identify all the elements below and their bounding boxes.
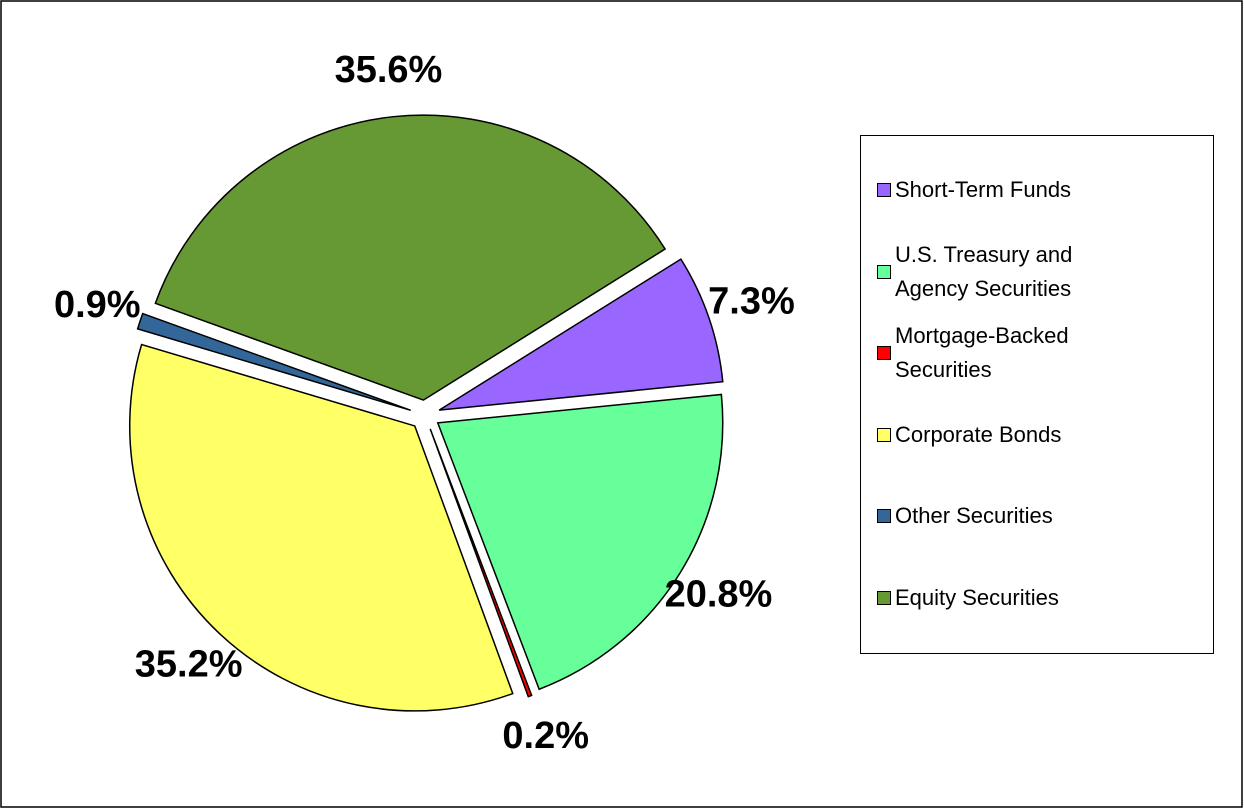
legend-label: Equity Securities bbox=[895, 584, 1059, 610]
legend-label: Mortgage-Backed Securities bbox=[895, 323, 1069, 382]
data-label: 7.3% bbox=[708, 281, 795, 323]
legend-item: Corporate Bonds bbox=[877, 395, 1197, 475]
pie-slice bbox=[436, 393, 724, 691]
data-label: 0.9% bbox=[54, 284, 141, 326]
legend-label: Corporate Bonds bbox=[895, 421, 1062, 447]
legend-item: Short-Term Funds bbox=[877, 150, 1197, 230]
legend: Short-Term Funds U.S. Treasury and Agency… bbox=[860, 135, 1214, 654]
data-label: 0.2% bbox=[502, 715, 589, 757]
legend-label: U.S. Treasury and Agency Securities bbox=[895, 241, 1073, 301]
legend-label: Short-Term Funds bbox=[895, 177, 1072, 202]
legend-item: Equity Securities bbox=[877, 558, 1197, 638]
legend-item: Other Securities bbox=[877, 476, 1197, 556]
legend-item: Mortgage-Backed Securities bbox=[877, 313, 1197, 393]
data-label: 20.8% bbox=[665, 573, 773, 615]
data-label: 35.2% bbox=[135, 643, 243, 685]
legend-swatch bbox=[877, 183, 891, 197]
pie-slice bbox=[128, 343, 514, 712]
legend-swatch bbox=[877, 509, 891, 523]
pie-slice bbox=[136, 312, 412, 412]
pie-slice bbox=[438, 258, 724, 411]
pie-slice bbox=[429, 428, 533, 698]
legend-swatch bbox=[877, 264, 891, 279]
legend-swatch bbox=[877, 427, 891, 442]
pie-slice bbox=[154, 114, 667, 401]
legend-swatch bbox=[877, 346, 891, 360]
legend-item: U.S. Treasury and Agency Securities bbox=[877, 232, 1197, 312]
legend-swatch bbox=[877, 590, 891, 605]
legend-label: Other Securities bbox=[895, 503, 1053, 528]
data-label: 35.6% bbox=[335, 49, 443, 91]
